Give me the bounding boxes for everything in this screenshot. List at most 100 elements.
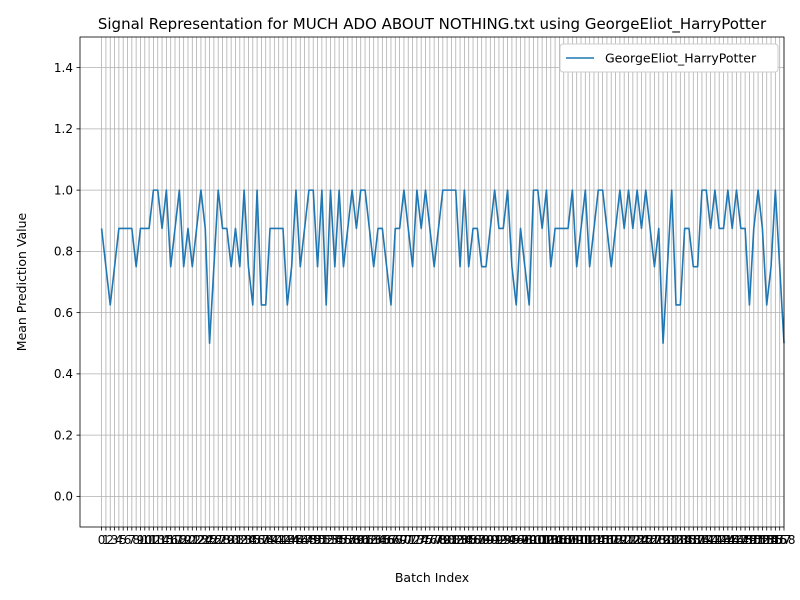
x-tick-label: 158 <box>773 533 796 547</box>
x-tick-label: 131 <box>656 533 679 547</box>
x-tick-label: 147 <box>725 533 748 547</box>
x-tick-label: 46 <box>293 533 308 547</box>
x-tick-label: 117 <box>595 533 618 547</box>
y-tick-label: 1.4 <box>54 61 73 75</box>
x-tick-label: 6 <box>124 533 132 547</box>
x-tick-label: 15 <box>159 533 174 547</box>
x-tick-label: 114 <box>583 533 606 547</box>
x-tick-label: 121 <box>613 533 636 547</box>
x-tick-label: 65 <box>375 533 390 547</box>
legend-entry-label: GeorgeEliot_HarryPotter <box>605 51 757 66</box>
y-ticks: 0.0 0.2 0.4 0.6 0.8 1.0 1.2 1.4 <box>54 61 80 504</box>
x-tick-label: 107 <box>552 533 575 547</box>
x-tick-label: 27 <box>211 533 226 547</box>
x-tick-label: 72 <box>405 533 420 547</box>
x-tick-label: 143 <box>708 533 731 547</box>
x-tick-label: 78 <box>431 533 446 547</box>
x-tick-label: 44 <box>284 533 299 547</box>
x-tick-label: 141 <box>699 533 722 547</box>
x-tick-label: 85 <box>461 533 476 547</box>
x-tick-label: 156 <box>764 533 787 547</box>
x-tick-label: 41 <box>271 533 286 547</box>
x-tick-label: 79 <box>435 533 450 547</box>
x-tick-label: 23 <box>193 533 208 547</box>
x-tick-label: 47 <box>297 533 312 547</box>
x-tick-label: 54 <box>327 533 342 547</box>
x-tick-label: 113 <box>578 533 601 547</box>
x-tick-label: 145 <box>716 533 739 547</box>
x-tick-label: 31 <box>228 533 243 547</box>
x-tick-label: 148 <box>729 533 752 547</box>
x-tick-label: 102 <box>531 533 554 547</box>
x-tick-label: 66 <box>379 533 394 547</box>
x-tick-label: 37 <box>254 533 269 547</box>
x-tick-label: 136 <box>678 533 701 547</box>
x-tick-label: 4 <box>115 533 123 547</box>
x-tick-label: 127 <box>639 533 662 547</box>
x-tick-label: 2 <box>106 533 114 547</box>
x-tick-label: 56 <box>336 533 351 547</box>
x-tick-label: 96 <box>509 533 524 547</box>
x-tick-label: 57 <box>340 533 355 547</box>
x-tick-label: 86 <box>465 533 480 547</box>
x-tick-label: 13 <box>150 533 165 547</box>
x-tick-label: 137 <box>682 533 705 547</box>
x-tick-label: 89 <box>478 533 493 547</box>
x-tick-label: 71 <box>401 533 416 547</box>
x-tick-label: 108 <box>557 533 580 547</box>
x-tick-label: 90 <box>483 533 498 547</box>
x-tick-label: 95 <box>504 533 519 547</box>
x-tick-label: 1 <box>102 533 110 547</box>
x-tick-label: 0 <box>98 533 106 547</box>
x-tick-label: 9 <box>137 533 145 547</box>
x-tick-label: 20 <box>180 533 195 547</box>
plot-frame <box>79 36 785 528</box>
x-tick-label: 40 <box>267 533 282 547</box>
x-tick-label: 153 <box>751 533 774 547</box>
x-tick-label: 64 <box>370 533 385 547</box>
x-tick-label: 77 <box>427 533 442 547</box>
x-tick-label: 19 <box>176 533 191 547</box>
x-gridlines <box>101 37 785 527</box>
x-tick-label: 25 <box>202 533 217 547</box>
x-tick-label: 70 <box>396 533 411 547</box>
x-tick-label: 68 <box>388 533 403 547</box>
x-tick-label: 135 <box>673 533 696 547</box>
x-tick-label: 94 <box>500 533 515 547</box>
y-tick-label: 1.2 <box>54 122 73 136</box>
x-tick-label: 59 <box>349 533 364 547</box>
x-tick-label: 22 <box>189 533 204 547</box>
x-tick-label: 18 <box>172 533 187 547</box>
x-tick-label: 38 <box>258 533 273 547</box>
x-tick-label: 92 <box>491 533 506 547</box>
x-tick-label: 74 <box>414 533 429 547</box>
x-tick-label: 42 <box>275 533 290 547</box>
legend-box <box>559 43 779 73</box>
x-tick-label: 124 <box>626 533 649 547</box>
x-tick-label: 120 <box>608 533 631 547</box>
x-tick-label: 55 <box>332 533 347 547</box>
x-tick-label: 115 <box>587 533 610 547</box>
legend: GeorgeEliot_HarryPotter <box>559 43 779 73</box>
x-tick-label: 8 <box>132 533 140 547</box>
x-tick-label: 151 <box>742 533 765 547</box>
x-tick-label: 84 <box>457 533 472 547</box>
x-tick-label: 130 <box>652 533 675 547</box>
x-tick-label: 88 <box>474 533 489 547</box>
x-tick-label: 132 <box>660 533 683 547</box>
x-tick-label: 125 <box>630 533 653 547</box>
x-tick-label: 112 <box>574 533 597 547</box>
x-tick-label: 62 <box>362 533 377 547</box>
x-tick-label: 34 <box>241 533 256 547</box>
x-tick-label: 119 <box>604 533 627 547</box>
x-tick-label: 17 <box>167 533 182 547</box>
x-tick-label: 139 <box>690 533 713 547</box>
x-tick-label: 154 <box>755 533 778 547</box>
x-tick-label: 69 <box>392 533 407 547</box>
x-tick-label: 35 <box>245 533 260 547</box>
x-tick-label: 149 <box>734 533 757 547</box>
x-tick-label: 103 <box>535 533 558 547</box>
x-tick-label: 28 <box>215 533 230 547</box>
x-tick-label: 76 <box>422 533 437 547</box>
